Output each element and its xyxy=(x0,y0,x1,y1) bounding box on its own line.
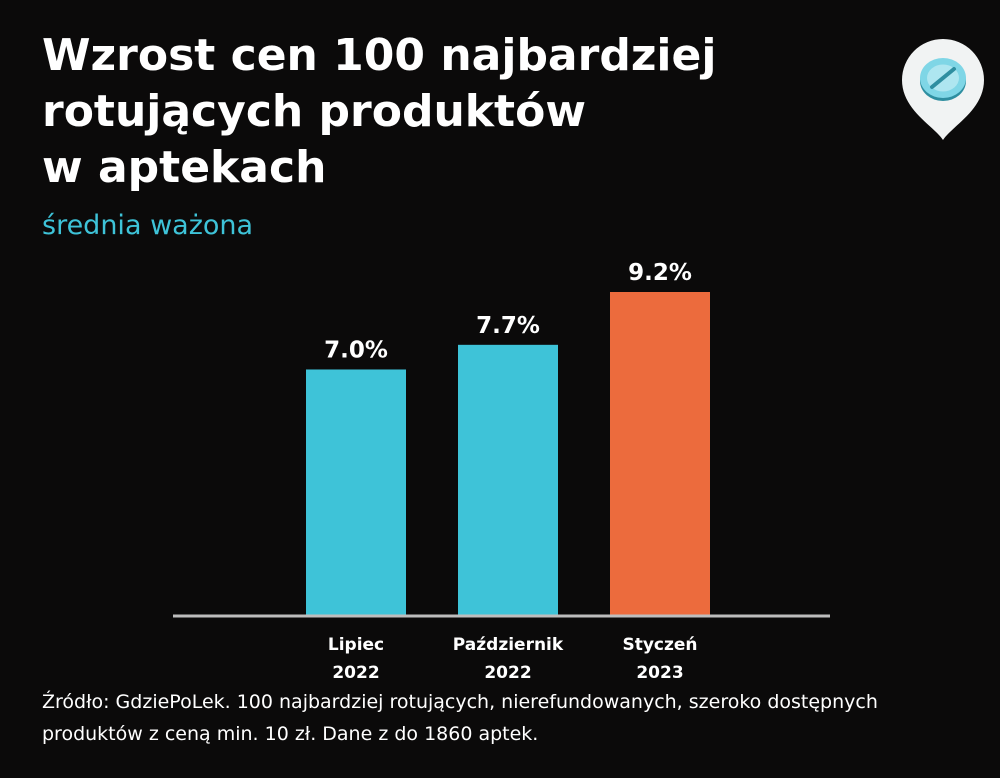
category-label: Październik xyxy=(453,635,564,655)
bar xyxy=(458,344,558,616)
category-label: 2022 xyxy=(332,663,379,683)
title-line-3: w aptekach xyxy=(42,142,327,193)
bar-value-label: 7.0% xyxy=(324,337,388,363)
chart-subtitle: średnia ważona xyxy=(42,210,254,241)
category-label: Styczeń xyxy=(622,635,697,655)
bar xyxy=(306,369,406,616)
bar-value-label: 7.7% xyxy=(476,313,540,339)
chart-title: Wzrost cen 100 najbardziej rotujących pr… xyxy=(42,28,842,196)
pill-map-pin-icon xyxy=(902,39,984,140)
title-line-2: rotujących produktów xyxy=(42,86,586,137)
category-label: 2023 xyxy=(636,663,683,683)
source-note: Źródło: GdziePoLek. 100 najbardziej rotu… xyxy=(42,691,878,745)
category-label: Lipiec xyxy=(328,635,384,655)
bar xyxy=(610,292,710,616)
bar-value-label: 9.2% xyxy=(628,260,692,286)
category-label: 2022 xyxy=(484,663,531,683)
title-line-1: Wzrost cen 100 najbardziej xyxy=(42,30,717,81)
